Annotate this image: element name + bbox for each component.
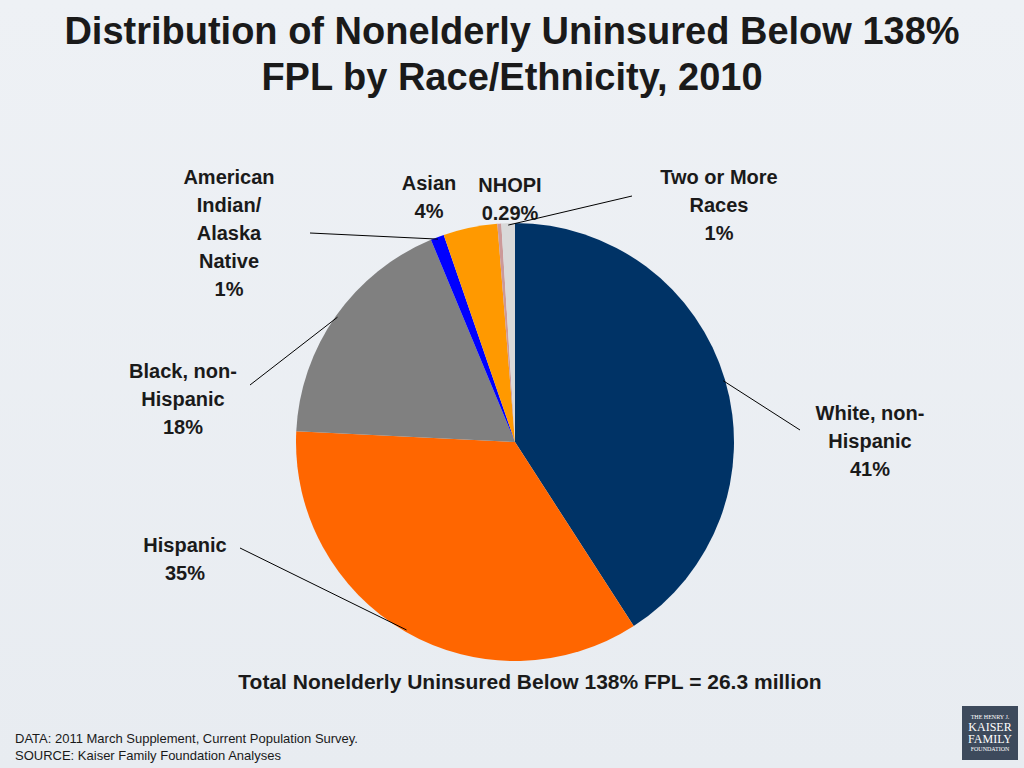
svg-text:NHOPI0.29%: NHOPI0.29% bbox=[478, 174, 541, 224]
html-text:THE HENRY J.: THE HENRY J. bbox=[970, 714, 1010, 720]
svg-text:Asian4%: Asian4% bbox=[402, 172, 456, 222]
svg-text:Black, non-Hispanic18%: Black, non-Hispanic18% bbox=[129, 360, 237, 438]
html-text:FOUNDATION: FOUNDATION bbox=[970, 746, 1010, 752]
html-text:Distribution of Nonelderly Uni: Distribution of Nonelderly Uninsured Bel… bbox=[64, 10, 960, 98]
html-text:Total Nonelderly Uninsured Bel: Total Nonelderly Uninsured Below 138% FP… bbox=[238, 670, 822, 693]
html-text:DATA: 2011 March Supplement, C: DATA: 2011 March Supplement, Current Pop… bbox=[15, 731, 358, 746]
html-text:SOURCE: Kaiser Family Foundati: SOURCE: Kaiser Family Foundation Analyse… bbox=[15, 748, 281, 763]
svg-text:AmericanIndian/AlaskaNative1%: AmericanIndian/AlaskaNative1% bbox=[183, 166, 274, 300]
html-text:KAISER: KAISER bbox=[968, 720, 1012, 734]
svg-text:Two or MoreRaces1%: Two or MoreRaces1% bbox=[660, 166, 777, 244]
svg-text:White, non-Hispanic41%: White, non-Hispanic41% bbox=[816, 402, 925, 480]
svg-text:Hispanic35%: Hispanic35% bbox=[143, 534, 226, 584]
html-text:FAMILY: FAMILY bbox=[968, 732, 1012, 746]
